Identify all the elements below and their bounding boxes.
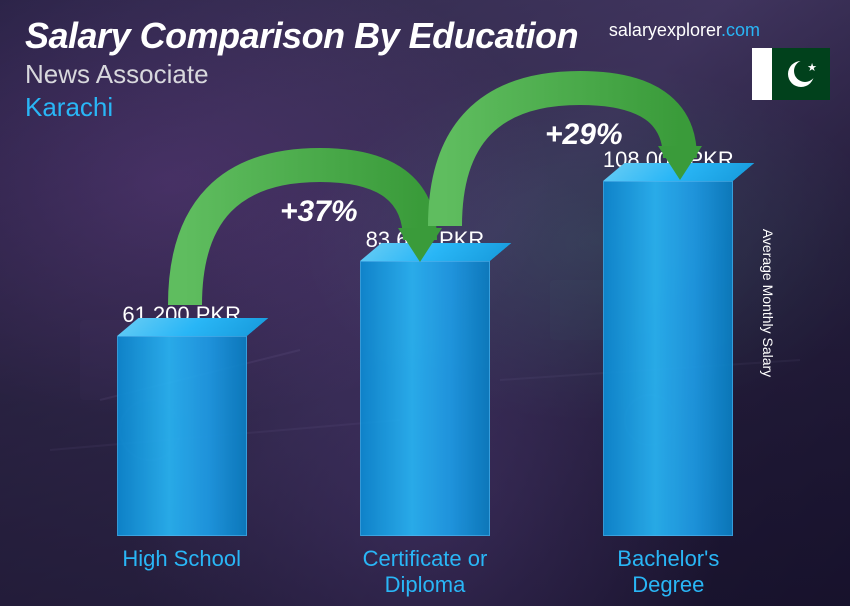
increase-pct-2: +29% <box>545 118 623 152</box>
bar <box>603 181 733 536</box>
job-title: News Associate <box>25 59 825 90</box>
bar <box>360 261 490 536</box>
bar-top-face <box>603 163 754 181</box>
bar-certificate: 83,600 PKR Certificate or Diploma <box>335 227 515 536</box>
bar-front-face <box>117 336 247 536</box>
bar-label: Bachelor's Degree <box>558 546 778 599</box>
bar-top-face <box>117 318 268 336</box>
bar <box>117 336 247 536</box>
location: Karachi <box>25 92 825 123</box>
bar-top-face <box>360 243 511 261</box>
bar-front-face <box>603 181 733 536</box>
increase-pct-1: +37% <box>280 195 358 229</box>
bar-high-school: 61,200 PKR High School <box>92 302 272 536</box>
chart-title: Salary Comparison By Education <box>25 15 825 57</box>
bar-front-face <box>360 261 490 536</box>
bar-label: Certificate or Diploma <box>315 546 535 599</box>
bar-label: High School <box>72 546 292 572</box>
header: Salary Comparison By Education News Asso… <box>25 15 825 123</box>
bar-bachelors: 108,000 PKR Bachelor's Degree <box>578 147 758 536</box>
chart-area: 61,200 PKR High School 83,600 PKR Certif… <box>60 170 790 536</box>
